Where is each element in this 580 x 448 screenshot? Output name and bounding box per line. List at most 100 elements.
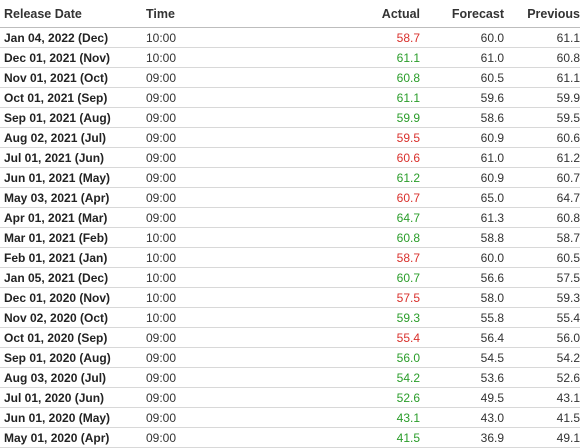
actual-cell: 41.5: [334, 427, 424, 448]
table-row: Dec 01, 2021 (Nov) 10:00 61.1 61.0 60.8: [0, 47, 580, 68]
actual-cell: 57.5: [334, 287, 424, 308]
table-body: Jan 04, 2022 (Dec) 10:00 58.7 60.0 61.1 Dec 0…: [0, 27, 580, 448]
table-row: May 01, 2020 (Apr) 09:00 41.5 36.9 49.1: [0, 427, 580, 448]
table-row: Aug 03, 2020 (Jul) 09:00 54.2 53.6 52.6: [0, 367, 580, 388]
forecast-cell: 53.6: [424, 367, 508, 388]
forecast-cell: 61.0: [424, 147, 508, 168]
time-cell: 09:00: [142, 167, 334, 188]
time-cell: 09:00: [142, 327, 334, 348]
release-date-cell: Dec 01, 2020 (Nov): [0, 287, 142, 308]
forecast-cell: 60.9: [424, 127, 508, 148]
release-date-cell: Sep 01, 2020 (Aug): [0, 347, 142, 368]
forecast-cell: 56.6: [424, 267, 508, 288]
release-date-cell: Oct 01, 2021 (Sep): [0, 87, 142, 108]
actual-cell: 64.7: [334, 207, 424, 228]
previous-cell: 61.2: [508, 147, 580, 168]
actual-cell: 60.8: [334, 67, 424, 88]
release-date-cell: Sep 01, 2021 (Aug): [0, 107, 142, 128]
table-row: Jun 01, 2020 (May) 09:00 43.1 43.0 41.5: [0, 407, 580, 428]
actual-cell: 59.9: [334, 107, 424, 128]
time-cell: 10:00: [142, 47, 334, 68]
table-row: Aug 02, 2021 (Jul) 09:00 59.5 60.9 60.6: [0, 127, 580, 148]
time-cell: 09:00: [142, 107, 334, 128]
time-cell: 10:00: [142, 247, 334, 268]
table-row: Nov 01, 2021 (Oct) 09:00 60.8 60.5 61.1: [0, 67, 580, 88]
release-date-cell: Jul 01, 2021 (Jun): [0, 147, 142, 168]
actual-cell: 61.2: [334, 167, 424, 188]
table-row: May 03, 2021 (Apr) 09:00 60.7 65.0 64.7: [0, 187, 580, 208]
previous-cell: 43.1: [508, 387, 580, 408]
actual-cell: 58.7: [334, 27, 424, 48]
previous-cell: 57.5: [508, 267, 580, 288]
actual-cell: 60.6: [334, 147, 424, 168]
previous-cell: 60.6: [508, 127, 580, 148]
actual-cell: 58.7: [334, 247, 424, 268]
forecast-cell: 55.8: [424, 307, 508, 328]
release-date-cell: Jun 01, 2020 (May): [0, 407, 142, 428]
forecast-cell: 56.4: [424, 327, 508, 348]
table-row: Nov 02, 2020 (Oct) 10:00 59.3 55.8 55.4: [0, 307, 580, 328]
previous-cell: 52.6: [508, 367, 580, 388]
actual-cell: 54.2: [334, 367, 424, 388]
forecast-cell: 58.8: [424, 227, 508, 248]
time-cell: 09:00: [142, 187, 334, 208]
forecast-cell: 61.0: [424, 47, 508, 68]
time-cell: 10:00: [142, 27, 334, 48]
release-date-cell: Jun 01, 2021 (May): [0, 167, 142, 188]
time-cell: 09:00: [142, 427, 334, 448]
release-date-cell: Jan 04, 2022 (Dec): [0, 27, 142, 48]
header-actual[interactable]: Actual: [334, 0, 424, 28]
time-cell: 10:00: [142, 307, 334, 328]
previous-cell: 61.1: [508, 67, 580, 88]
table-row: Sep 01, 2020 (Aug) 09:00 56.0 54.5 54.2: [0, 347, 580, 368]
time-cell: 09:00: [142, 67, 334, 88]
previous-cell: 60.5: [508, 247, 580, 268]
table-row: Sep 01, 2021 (Aug) 09:00 59.9 58.6 59.5: [0, 107, 580, 128]
forecast-cell: 61.3: [424, 207, 508, 228]
time-cell: 09:00: [142, 347, 334, 368]
release-date-cell: Dec 01, 2021 (Nov): [0, 47, 142, 68]
previous-cell: 56.0: [508, 327, 580, 348]
time-cell: 10:00: [142, 267, 334, 288]
time-cell: 10:00: [142, 287, 334, 308]
time-cell: 09:00: [142, 367, 334, 388]
header-time[interactable]: Time: [142, 0, 334, 28]
time-cell: 09:00: [142, 387, 334, 408]
actual-cell: 61.1: [334, 87, 424, 108]
time-cell: 09:00: [142, 147, 334, 168]
actual-cell: 52.6: [334, 387, 424, 408]
previous-cell: 41.5: [508, 407, 580, 428]
actual-cell: 59.3: [334, 307, 424, 328]
forecast-cell: 65.0: [424, 187, 508, 208]
previous-cell: 58.7: [508, 227, 580, 248]
release-date-cell: Nov 01, 2021 (Oct): [0, 67, 142, 88]
forecast-cell: 43.0: [424, 407, 508, 428]
actual-cell: 43.1: [334, 407, 424, 428]
release-date-cell: Nov 02, 2020 (Oct): [0, 307, 142, 328]
previous-cell: 59.9: [508, 87, 580, 108]
table-row: Jan 04, 2022 (Dec) 10:00 58.7 60.0 61.1: [0, 27, 580, 48]
previous-cell: 60.7: [508, 167, 580, 188]
forecast-cell: 60.0: [424, 247, 508, 268]
header-release-date[interactable]: Release Date: [0, 0, 142, 28]
release-date-cell: Apr 01, 2021 (Mar): [0, 207, 142, 228]
header-forecast[interactable]: Forecast: [424, 0, 508, 28]
actual-cell: 56.0: [334, 347, 424, 368]
forecast-cell: 49.5: [424, 387, 508, 408]
table-row: Mar 01, 2021 (Feb) 10:00 60.8 58.8 58.7: [0, 227, 580, 248]
release-date-cell: Oct 01, 2020 (Sep): [0, 327, 142, 348]
actual-cell: 61.1: [334, 47, 424, 68]
actual-cell: 60.7: [334, 187, 424, 208]
release-date-cell: Aug 02, 2021 (Jul): [0, 127, 142, 148]
release-date-cell: Feb 01, 2021 (Jan): [0, 247, 142, 268]
header-previous[interactable]: Previous: [508, 0, 580, 28]
table-row: Jun 01, 2021 (May) 09:00 61.2 60.9 60.7: [0, 167, 580, 188]
actual-cell: 55.4: [334, 327, 424, 348]
release-date-cell: May 01, 2020 (Apr): [0, 427, 142, 448]
forecast-cell: 60.5: [424, 67, 508, 88]
previous-cell: 59.3: [508, 287, 580, 308]
table-header-row: Release Date Time Actual Forecast Previo…: [0, 0, 580, 28]
release-date-cell: Aug 03, 2020 (Jul): [0, 367, 142, 388]
table-row: Oct 01, 2020 (Sep) 09:00 55.4 56.4 56.0: [0, 327, 580, 348]
table-row: Apr 01, 2021 (Mar) 09:00 64.7 61.3 60.8: [0, 207, 580, 228]
